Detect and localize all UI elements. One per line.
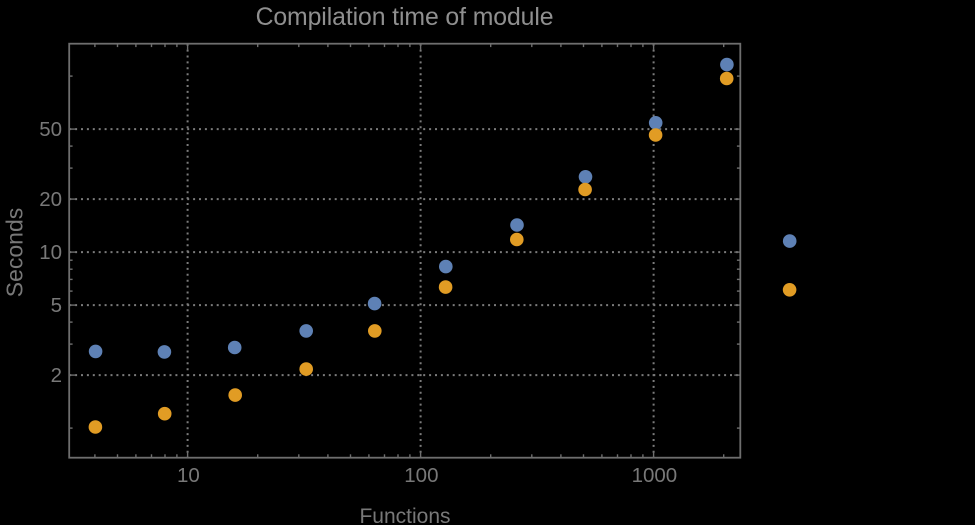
svg-text:2: 2 <box>51 364 62 387</box>
svg-text:10: 10 <box>39 241 62 264</box>
svg-text:Compilation time of module: Compilation time of module <box>256 4 554 31</box>
svg-text:100: 100 <box>404 464 438 487</box>
svg-text:1000: 1000 <box>632 464 678 487</box>
svg-text:50: 50 <box>39 118 62 141</box>
svg-text:20: 20 <box>39 188 62 211</box>
svg-text:Seconds: Seconds <box>2 208 28 298</box>
svg-text:Functions: Functions <box>359 505 450 525</box>
svg-text:5: 5 <box>51 294 62 317</box>
svg-text:10: 10 <box>177 464 200 487</box>
